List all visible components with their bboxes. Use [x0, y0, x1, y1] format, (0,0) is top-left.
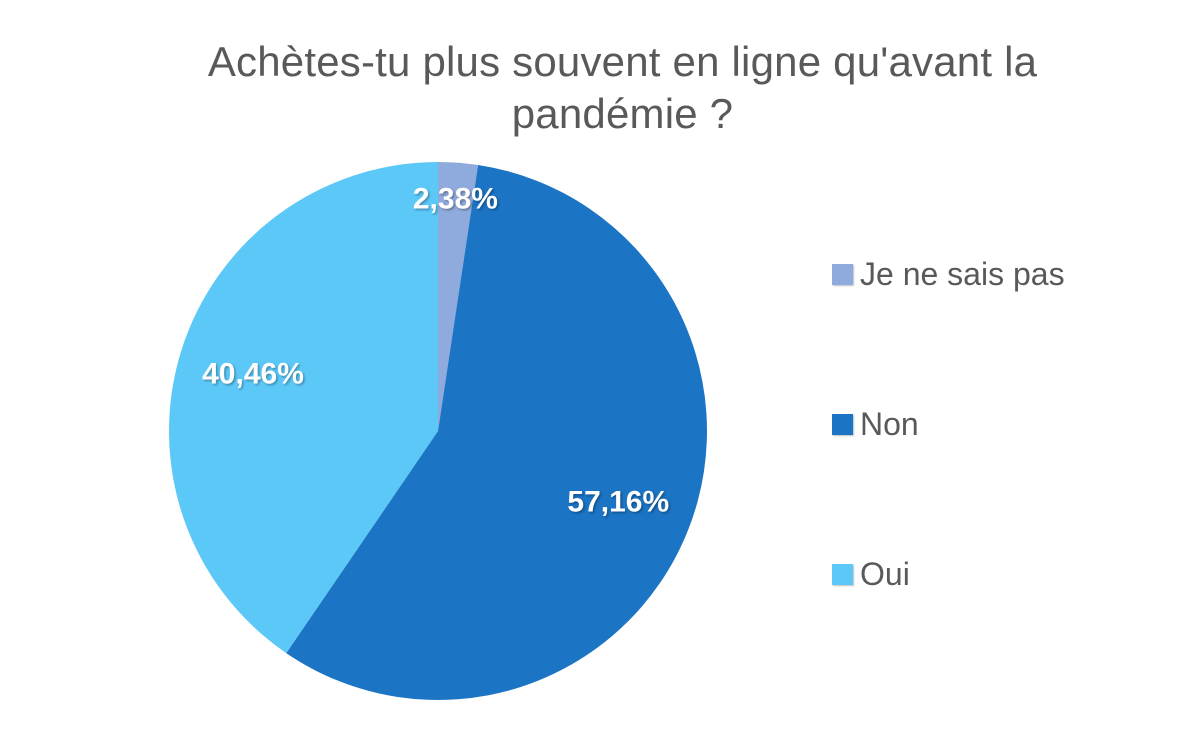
pie-slice-oui [169, 162, 438, 654]
data-label-oui: 40,46% [202, 357, 304, 390]
legend-item-non: Non [832, 406, 919, 442]
pie-slice-non [286, 165, 708, 700]
data-label-je-ne-sais-pas: 2,38% [413, 183, 498, 216]
chart-title: Achètes-tu plus souvent en ligne qu'avan… [207, 38, 1038, 137]
data-label-non: 57,16% [567, 485, 669, 518]
legend-item-je-ne-sais-pas: Je ne sais pas [832, 256, 1065, 292]
legend-label: Oui [860, 556, 910, 592]
pie-slice-je-ne-sais-pas [438, 162, 479, 431]
chart-legend: Je ne sais pas Non Oui [832, 0, 1172, 733]
legend-label: Non [860, 406, 919, 442]
legend-swatch-je-ne-sais-pas [832, 263, 853, 285]
pie-chart: 2,38% 57,16% 40,46% [169, 162, 708, 700]
legend-label: Je ne sais pas [860, 256, 1065, 292]
pie-chart-area: 2,38% 57,16% 40,46% [158, 151, 718, 711]
legend-swatch-non [832, 413, 853, 435]
legend-item-oui: Oui [832, 556, 910, 592]
legend-swatch-oui [832, 563, 853, 585]
